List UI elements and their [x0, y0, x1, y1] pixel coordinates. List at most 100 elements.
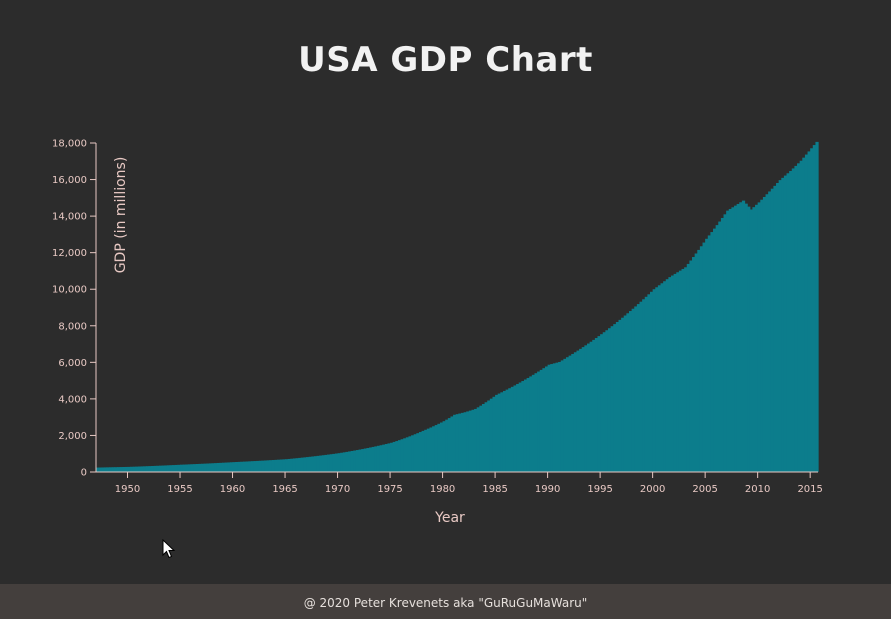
gdp-bar[interactable] [306, 457, 310, 472]
gdp-bar[interactable] [384, 444, 389, 472]
gdp-bar[interactable] [319, 455, 323, 472]
gdp-bar[interactable] [558, 361, 562, 472]
gdp-bar[interactable] [96, 467, 100, 472]
gdp-bar[interactable] [589, 341, 593, 472]
gdp-bar[interactable] [193, 464, 197, 472]
gdp-bar[interactable] [718, 221, 722, 472]
gdp-bar[interactable] [702, 242, 706, 472]
gdp-bar[interactable] [198, 463, 202, 472]
gdp-bar[interactable] [274, 459, 278, 472]
gdp-bar[interactable] [411, 435, 415, 472]
gdp-bar[interactable] [594, 338, 599, 472]
gdp-bar[interactable] [652, 289, 656, 472]
gdp-bar[interactable] [439, 422, 444, 472]
gdp-bar[interactable] [508, 388, 512, 472]
gdp-bar[interactable] [592, 339, 596, 472]
gdp-bar[interactable] [232, 462, 236, 472]
gdp-bar[interactable] [542, 368, 546, 472]
gdp-bar[interactable] [518, 382, 522, 472]
gdp-bar[interactable] [610, 326, 614, 472]
gdp-bar[interactable] [321, 455, 326, 472]
gdp-bar[interactable] [195, 464, 199, 472]
gdp-bar[interactable] [416, 433, 420, 472]
gdp-bar[interactable] [547, 364, 551, 472]
gdp-bar[interactable] [153, 465, 157, 472]
gdp-bar[interactable] [705, 238, 709, 472]
gdp-bar[interactable] [815, 141, 819, 472]
gdp-bar[interactable] [405, 437, 410, 472]
gdp-bar[interactable] [369, 447, 373, 472]
gdp-bar[interactable] [521, 381, 525, 472]
gdp-bar[interactable] [148, 466, 152, 472]
gdp-bar[interactable] [250, 461, 255, 472]
gdp-bar[interactable] [495, 394, 499, 472]
gdp-bar[interactable] [481, 403, 486, 472]
gdp-bar[interactable] [523, 379, 528, 472]
gdp-bar[interactable] [187, 464, 192, 472]
gdp-bar[interactable] [731, 207, 735, 472]
gdp-bar[interactable] [169, 465, 173, 472]
gdp-bar[interactable] [552, 363, 557, 472]
gdp-bar[interactable] [579, 348, 583, 472]
gdp-bar[interactable] [734, 205, 738, 472]
gdp-bar[interactable] [744, 203, 748, 472]
gdp-bar[interactable] [138, 466, 142, 473]
gdp-bar[interactable] [474, 408, 478, 472]
gdp-bar[interactable] [550, 364, 554, 472]
gdp-bar[interactable] [728, 208, 732, 473]
gdp-bar[interactable] [285, 459, 289, 472]
gdp-bar[interactable] [739, 202, 743, 472]
gdp-bar[interactable] [379, 445, 383, 472]
gdp-bar[interactable] [757, 202, 761, 472]
gdp-bar[interactable] [726, 210, 730, 472]
gdp-bar[interactable] [382, 444, 386, 472]
gdp-bar[interactable] [140, 466, 144, 472]
gdp-bar[interactable] [201, 463, 205, 472]
gdp-bar[interactable] [450, 416, 454, 472]
gdp-bar[interactable] [434, 425, 438, 472]
gdp-bar[interactable] [673, 273, 677, 472]
gdp-bar[interactable] [500, 392, 504, 472]
gdp-bar[interactable] [161, 465, 165, 472]
gdp-bar[interactable] [581, 347, 585, 472]
gdp-bar[interactable] [471, 409, 475, 472]
gdp-bar[interactable] [526, 377, 530, 472]
gdp-bar[interactable] [741, 200, 746, 473]
gdp-bar[interactable] [127, 466, 131, 472]
gdp-bar[interactable] [132, 466, 136, 472]
gdp-bar[interactable] [395, 441, 399, 472]
gdp-bar[interactable] [752, 207, 756, 472]
gdp-bar[interactable] [631, 308, 635, 472]
gdp-bar[interactable] [229, 462, 234, 472]
gdp-bar[interactable] [573, 352, 578, 472]
gdp-bar[interactable] [650, 291, 654, 472]
gdp-bar[interactable] [510, 386, 515, 472]
gdp-bar[interactable] [634, 306, 638, 472]
gdp-bar[interactable] [327, 454, 331, 472]
gdp-bar[interactable] [424, 429, 428, 472]
gdp-bar[interactable] [426, 428, 431, 472]
gdp-bar[interactable] [613, 324, 617, 472]
gdp-bar[interactable] [111, 467, 115, 472]
gdp-bar[interactable] [571, 353, 575, 472]
gdp-bar[interactable] [618, 319, 622, 472]
gdp-bar[interactable] [642, 299, 646, 472]
gdp-bar[interactable] [279, 459, 284, 472]
gdp-bar[interactable] [655, 287, 659, 472]
gdp-bar[interactable] [576, 350, 580, 472]
gdp-bar[interactable] [222, 462, 226, 472]
gdp-bar[interactable] [584, 345, 588, 472]
gdp-bar[interactable] [403, 438, 407, 472]
gdp-bar[interactable] [660, 283, 664, 472]
gdp-bar[interactable] [555, 362, 559, 472]
gdp-bar[interactable] [358, 449, 362, 472]
gdp-bar[interactable] [623, 315, 627, 472]
gdp-bar[interactable] [340, 452, 344, 472]
gdp-bar[interactable] [363, 448, 368, 472]
gdp-bar[interactable] [98, 467, 102, 472]
gdp-bar[interactable] [458, 413, 462, 472]
gdp-bar[interactable] [261, 460, 265, 472]
gdp-bar[interactable] [783, 175, 788, 472]
gdp-bar[interactable] [560, 360, 564, 472]
gdp-bar[interactable] [298, 457, 302, 472]
